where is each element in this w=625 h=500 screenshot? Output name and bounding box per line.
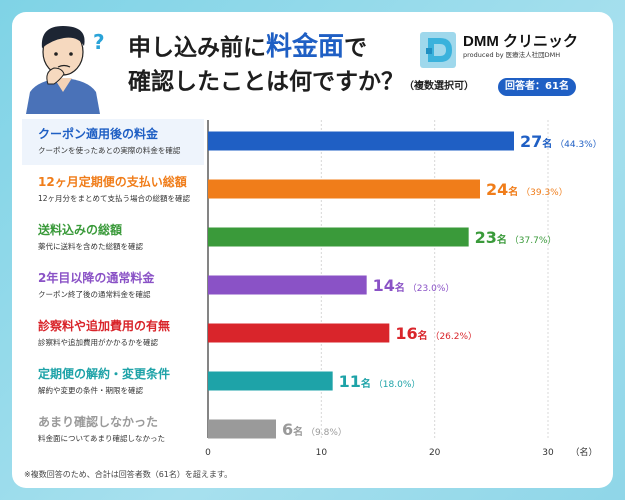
question-mark-icon: ? <box>93 30 105 54</box>
x-tick-label: 10 <box>316 448 328 458</box>
footnote: ※複数回答のため、合計は回答者数（61名）を超えます。 <box>24 470 233 479</box>
title-note: （複数選択可） <box>404 81 474 92</box>
page-title: 申し込み前に料金面で 確認したことは何ですか？（複数選択可） <box>128 32 474 95</box>
category-block: 12ヶ月定期便の支払い総額 12ヶ月分をまとめて支払う場合の総額を確認 <box>22 167 204 213</box>
x-tick-label: 20 <box>429 448 441 458</box>
category-label: 定期便の解約・変更条件 <box>38 367 171 381</box>
x-tick-label: 0 <box>205 448 211 458</box>
category-description: 薬代に送料を含めた総額を確認 <box>38 242 143 251</box>
category-description: クーポンを使ったあとの実際の料金を確認 <box>38 146 181 155</box>
category-description: 解約や変更の条件・期限を確認 <box>38 386 143 395</box>
category-block: 2年目以降の通常料金 クーポン終了後の通常料金を確認 <box>22 263 204 309</box>
category-block: クーポン適用後の料金 クーポンを使ったあとの実際の料金を確認 <box>22 119 204 165</box>
category-label: 12ヶ月定期便の支払い総額 <box>38 175 187 189</box>
value-label: 6名 （9.8%） <box>282 420 347 439</box>
bar <box>208 227 469 247</box>
category-label: 2年目以降の通常料金 <box>38 271 155 285</box>
value-label: 16名 （26.2%） <box>395 324 477 343</box>
value-label: 24名 （39.3%） <box>486 180 568 199</box>
brand-name: DMM クリニック <box>463 33 578 50</box>
dmm-logo-icon <box>420 32 456 68</box>
value-label: 27名 （44.3%） <box>520 132 602 151</box>
value-label: 23名 （37.7%） <box>475 228 557 247</box>
category-block: あまり確認しなかった 料金面についてあまり確認しなかった <box>22 407 204 453</box>
bar <box>208 419 276 439</box>
category-description: 12ヶ月分をまとめて支払う場合の総額を確認 <box>38 194 191 203</box>
category-block: 診察料や追加費用の有無 診察料や追加費用がかかるかを確認 <box>22 311 204 357</box>
brand-sub: produced by 医療法人社団DMH <box>463 51 561 59</box>
value-label: 11名 （18.0%） <box>339 372 421 391</box>
x-unit-label: （名） <box>570 446 597 458</box>
value-label: 14名 （23.0%） <box>373 276 455 295</box>
title-highlight: 料金面 <box>266 32 345 62</box>
thinking-person-icon <box>26 26 100 114</box>
respondents-badge: 回答者：61名 <box>498 78 576 96</box>
category-description: クーポン終了後の通常料金を確認 <box>38 290 151 299</box>
category-block: 送料込みの総額 薬代に送料を含めた総額を確認 <box>22 215 204 261</box>
category-description: 診察料や追加費用がかかるかを確認 <box>38 338 158 347</box>
bar <box>208 371 333 391</box>
bar <box>208 275 367 295</box>
category-description: 料金面についてあまり確認しなかった <box>38 434 166 443</box>
category-label: 診察料や追加費用の有無 <box>38 319 171 333</box>
category-label: あまり確認しなかった <box>38 415 159 429</box>
category-block: 定期便の解約・変更条件 解約や変更の条件・期限を確認 <box>22 359 204 405</box>
category-labels: クーポン適用後の料金 クーポンを使ったあとの実際の料金を確認 12ヶ月定期便の支… <box>22 119 204 443</box>
bar <box>208 131 514 151</box>
category-label: 送料込みの総額 <box>38 223 123 237</box>
bar <box>208 323 390 343</box>
bar <box>208 179 480 199</box>
x-tick-label: 30 <box>542 448 554 458</box>
category-label: クーポン適用後の料金 <box>38 127 159 141</box>
